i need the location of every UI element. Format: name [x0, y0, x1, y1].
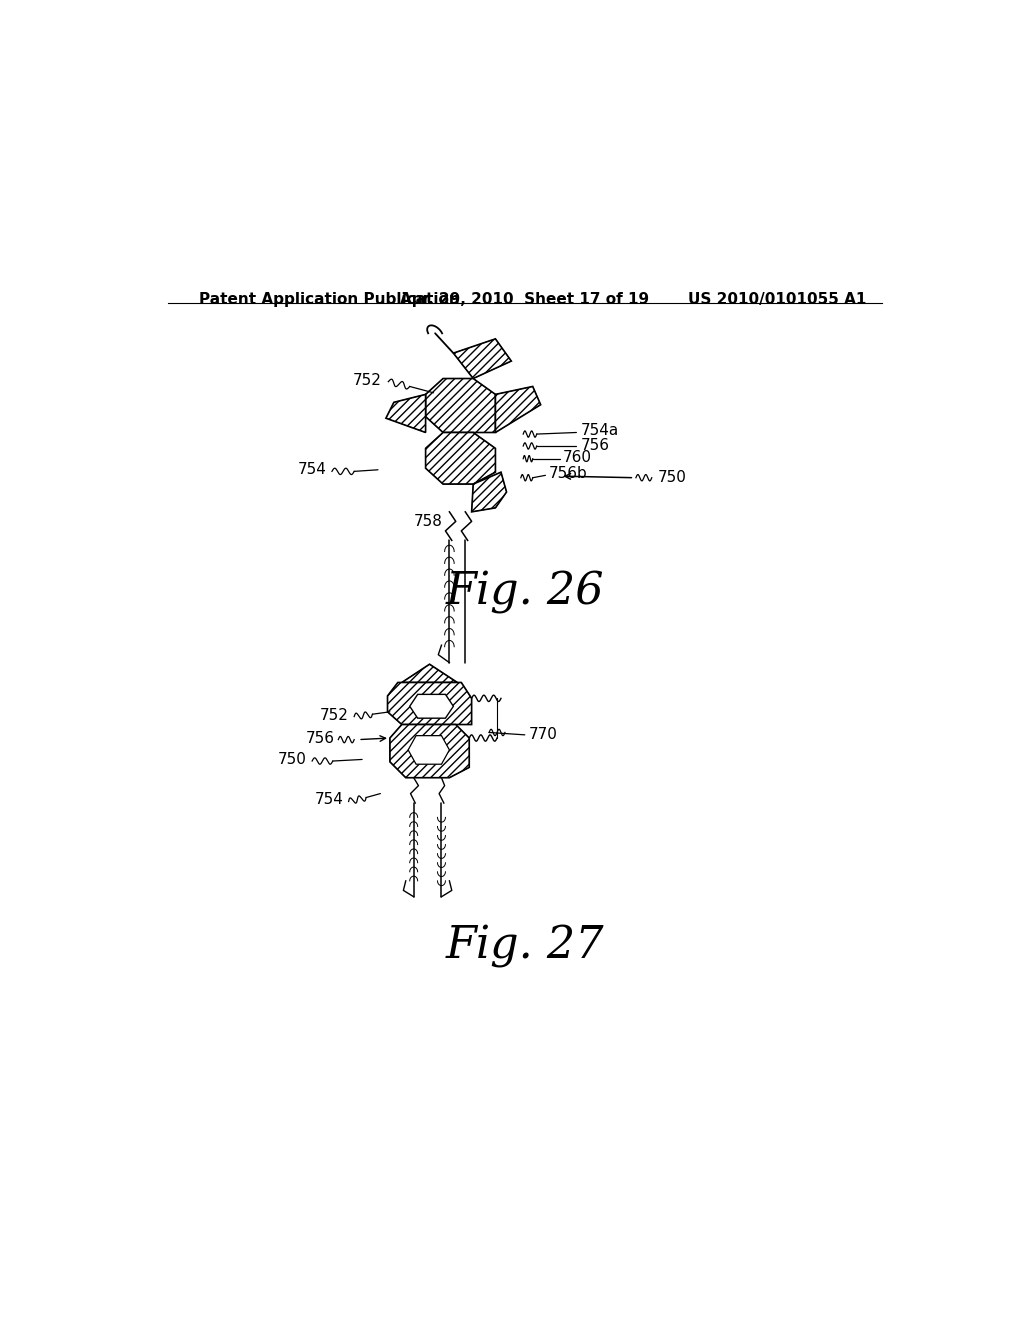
Text: 752: 752: [353, 374, 382, 388]
Text: US 2010/0101055 A1: US 2010/0101055 A1: [688, 292, 866, 308]
Text: 754: 754: [315, 792, 344, 808]
Text: Apr. 29, 2010  Sheet 17 of 19: Apr. 29, 2010 Sheet 17 of 19: [400, 292, 649, 308]
Polygon shape: [401, 664, 458, 682]
Polygon shape: [387, 682, 472, 725]
Polygon shape: [409, 735, 450, 764]
Text: 758: 758: [414, 513, 442, 529]
Text: 756: 756: [305, 730, 334, 746]
Polygon shape: [386, 395, 426, 433]
Polygon shape: [472, 473, 507, 512]
Text: 756: 756: [581, 438, 609, 453]
Text: 750: 750: [278, 752, 306, 767]
Polygon shape: [496, 387, 541, 433]
Text: 756b: 756b: [549, 466, 588, 482]
Text: 754a: 754a: [581, 424, 618, 438]
Polygon shape: [454, 339, 511, 379]
Text: 750: 750: [658, 470, 687, 486]
Text: 754: 754: [298, 462, 327, 478]
Text: 760: 760: [563, 450, 592, 466]
Text: 770: 770: [528, 726, 558, 742]
Polygon shape: [390, 725, 469, 777]
Text: 752: 752: [319, 709, 348, 723]
Text: Fig. 27: Fig. 27: [445, 924, 604, 968]
Text: Patent Application Publication: Patent Application Publication: [200, 292, 460, 308]
Polygon shape: [410, 694, 454, 718]
Polygon shape: [426, 379, 496, 433]
Text: Fig. 26: Fig. 26: [445, 572, 604, 614]
Polygon shape: [426, 433, 496, 484]
